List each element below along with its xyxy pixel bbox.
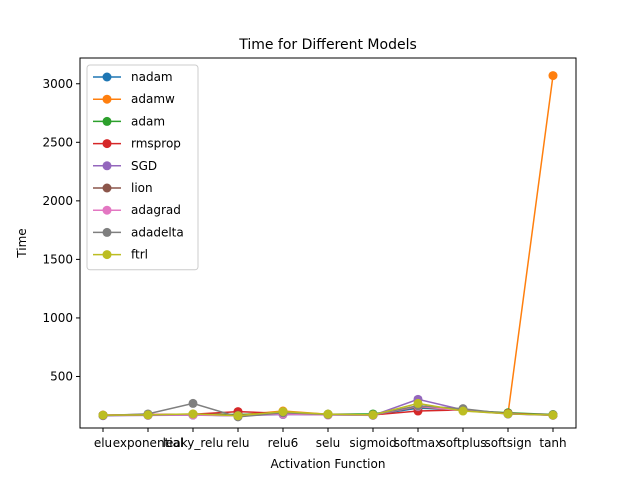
- legend-label: adam: [131, 114, 165, 128]
- y-tick-label: 2500: [42, 135, 73, 149]
- x-axis-label: Activation Function: [271, 457, 386, 471]
- data-point: [413, 398, 423, 408]
- x-tick-label: softmax: [394, 436, 442, 450]
- legend-entry: adadelta: [93, 225, 184, 239]
- data-point: [98, 410, 108, 420]
- y-axis: 500 1000 1500 2000 2500 3000: [42, 77, 80, 383]
- series-layer: [98, 71, 558, 422]
- legend-swatch-marker: [102, 116, 112, 126]
- x-tick-label: softsign: [484, 436, 531, 450]
- y-tick-label: 500: [50, 369, 73, 383]
- legend-label: ftrl: [131, 248, 148, 262]
- legend-label: adadelta: [131, 225, 184, 239]
- x-tick-label: tanh: [539, 436, 566, 450]
- legend-entry: SGD: [93, 159, 157, 173]
- data-point: [278, 407, 288, 417]
- legend-label: lion: [131, 181, 153, 195]
- legend-box: [86, 64, 199, 271]
- legend-label: nadam: [131, 70, 173, 84]
- legend-swatch-marker: [102, 250, 112, 260]
- data-point: [143, 410, 153, 420]
- chart-title: Time for Different Models: [238, 37, 417, 53]
- y-tick-label: 2000: [42, 194, 73, 208]
- y-axis-label: Time: [15, 228, 29, 258]
- data-point: [323, 409, 333, 419]
- x-tick-label: softplus: [439, 436, 486, 450]
- legend-swatch-marker: [102, 139, 112, 149]
- legend-label: adagrad: [131, 203, 181, 217]
- x-tick-label: exponential: [113, 436, 184, 450]
- x-tick-label: sigmoid: [349, 436, 396, 450]
- x-tick-label: relu: [227, 436, 250, 450]
- data-point: [368, 410, 378, 420]
- legend-swatch-marker: [102, 205, 112, 215]
- legend-entry: adam: [93, 114, 165, 128]
- legend-entry: ftrl: [93, 248, 148, 262]
- legend-entry: adamw: [93, 92, 175, 106]
- data-point: [188, 398, 198, 408]
- x-tick-label: leaky_relu: [163, 436, 224, 450]
- data-point: [233, 411, 243, 421]
- data-point: [548, 410, 558, 420]
- legend-label: SGD: [131, 159, 157, 173]
- legend-label: adamw: [131, 92, 175, 106]
- legend-entry: rmsprop: [93, 137, 181, 151]
- legend-label: rmsprop: [131, 137, 181, 151]
- legend-swatch-marker: [102, 227, 112, 237]
- x-tick-label: relu6: [268, 436, 299, 450]
- data-point: [458, 406, 468, 416]
- data-point: [188, 409, 198, 419]
- legend-entry: nadam: [93, 70, 173, 84]
- legend-entry: adagrad: [93, 203, 181, 217]
- legend-swatch-marker: [102, 94, 112, 104]
- x-tick-label: selu: [316, 436, 341, 450]
- legend-swatch-marker: [102, 183, 112, 193]
- legend-entry: lion: [93, 181, 153, 195]
- y-tick-label: 3000: [42, 77, 73, 91]
- legend: nadam adamw adam rmsprop SGD lion adagrad adade…: [86, 64, 199, 271]
- x-tick-label: elu: [94, 436, 112, 450]
- legend-swatch-marker: [102, 72, 112, 82]
- y-tick-label: 1500: [42, 252, 73, 266]
- legend-swatch-marker: [102, 161, 112, 171]
- data-point: [548, 71, 558, 81]
- series-ftrl: [98, 398, 558, 421]
- y-tick-label: 1000: [42, 311, 73, 325]
- data-point: [503, 409, 513, 419]
